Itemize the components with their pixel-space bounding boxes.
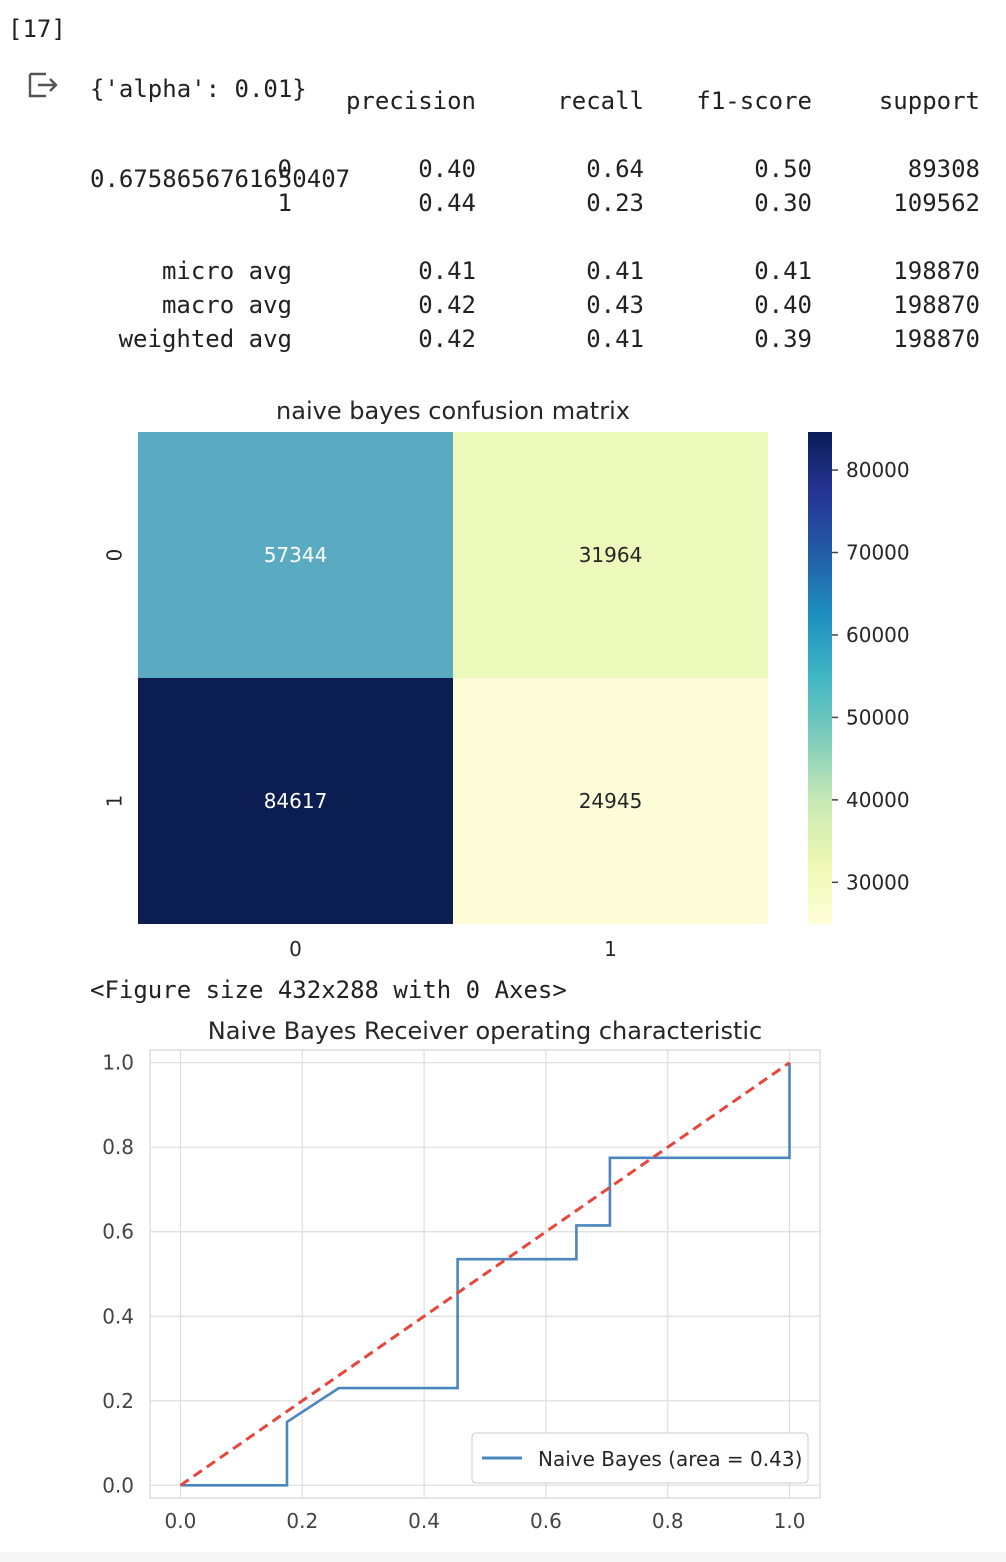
row-precision: 0.42	[418, 325, 476, 353]
heatmap-cell	[138, 432, 453, 678]
roc-y-tick-label: 0.6	[102, 1220, 134, 1244]
row-support: 198870	[893, 291, 980, 319]
roc-curve-chart: Naive Bayes Receiver operating character…	[102, 1017, 821, 1533]
classification-report: precision recall f1-score support 0 0.40…	[0, 84, 1006, 353]
heatmap-y-tick-label: 1	[103, 795, 127, 808]
roc-title: Naive Bayes Receiver operating character…	[208, 1017, 762, 1045]
roc-x-tick-label: 0.6	[530, 1509, 562, 1533]
legend-label: Naive Bayes (area = 0.43)	[538, 1447, 802, 1471]
roc-x-tick-label: 0.0	[165, 1509, 197, 1533]
row-precision: 0.40	[418, 155, 476, 183]
heatmap-cell-label: 31964	[579, 543, 643, 567]
figure-note: <Figure size 432x288 with 0 Axes>	[90, 976, 567, 1004]
row-precision: 0.44	[418, 189, 476, 217]
heatmap-cell	[138, 678, 453, 924]
roc-legend: Naive Bayes (area = 0.43)	[471, 1432, 809, 1484]
colorbar-tick-label: 80000	[846, 458, 910, 482]
row-recall: 0.41	[586, 325, 644, 353]
row-f1: 0.39	[754, 325, 812, 353]
report-header-row: precision recall f1-score support	[0, 84, 1006, 118]
row-label: 1	[277, 189, 292, 217]
roc-y-tick-label: 0.0	[102, 1473, 134, 1497]
header-support: support	[878, 87, 980, 115]
colorbar-tick-label: 50000	[846, 705, 910, 729]
row-f1: 0.30	[754, 189, 812, 217]
header-recall: recall	[557, 87, 644, 115]
row-f1: 0.41	[754, 257, 812, 285]
row-label: macro avg	[161, 291, 292, 319]
roc-y-tick-label: 0.2	[102, 1389, 134, 1413]
heatmap-cell	[453, 432, 768, 678]
colorbar-tick-label: 30000	[846, 870, 910, 894]
row-label: micro avg	[161, 257, 292, 285]
report-row: micro avg 0.41 0.41 0.41 198870	[0, 254, 1006, 288]
confusion-matrix-heatmap: naive bayes confusion matrix 57344 31964 8…	[103, 397, 910, 961]
chance-diagonal-line	[179, 1061, 791, 1487]
cell-output-text: {'alpha': 0.01} 0.6758656761650407	[90, 14, 350, 224]
row-support: 198870	[893, 325, 980, 353]
roc-x-tick-label: 0.2	[286, 1509, 318, 1533]
row-precision: 0.41	[418, 257, 476, 285]
row-f1: 0.40	[754, 291, 812, 319]
report-row: macro avg 0.42 0.43 0.40 198870	[0, 288, 1006, 322]
header-precision: precision	[345, 87, 476, 115]
row-support: 89308	[907, 155, 980, 183]
header-f1-score: f1-score	[696, 87, 812, 115]
row-recall: 0.64	[586, 155, 644, 183]
row-recall: 0.23	[586, 189, 644, 217]
output-footer	[0, 1552, 1006, 1562]
colorbar-tick-label: 40000	[846, 788, 910, 812]
colorbar-tick-label: 60000	[846, 623, 910, 647]
legend-box	[471, 1432, 809, 1484]
row-precision: 0.42	[418, 291, 476, 319]
heatmap-x-tick-label: 1	[604, 937, 617, 961]
heatmap-cell-label: 24945	[579, 789, 643, 813]
row-support: 198870	[893, 257, 980, 285]
roc-y-tick-label: 0.8	[102, 1135, 134, 1159]
report-row: weighted avg 0.42 0.41 0.39 198870	[0, 322, 1006, 356]
row-recall: 0.41	[586, 257, 644, 285]
roc-curve-line	[180, 1062, 791, 1487]
roc-y-tick-label: 0.4	[102, 1304, 134, 1328]
row-support: 109562	[893, 189, 980, 217]
report-row: 0 0.40 0.64 0.50 89308	[0, 152, 1006, 186]
heatmap-x-tick-label: 0	[289, 937, 302, 961]
heatmap-cell	[453, 678, 768, 924]
row-label: 0	[277, 155, 292, 183]
row-recall: 0.43	[586, 291, 644, 319]
params-line: {'alpha': 0.01}	[90, 75, 307, 103]
report-row: 1 0.44 0.23 0.30 109562	[0, 186, 1006, 220]
heatmap-title: naive bayes confusion matrix	[276, 397, 630, 425]
roc-y-tick-label: 1.0	[102, 1051, 134, 1075]
output-redirect-icon[interactable]	[26, 68, 60, 102]
colorbar	[808, 432, 832, 924]
execution-count: [17]	[8, 15, 66, 43]
row-label: weighted avg	[118, 325, 292, 353]
heatmap-cell-label: 57344	[264, 543, 328, 567]
roc-x-tick-label: 1.0	[774, 1509, 806, 1533]
row-f1: 0.50	[754, 155, 812, 183]
roc-x-tick-label: 0.8	[652, 1509, 684, 1533]
heatmap-y-tick-label: 0	[103, 549, 127, 562]
colorbar-tick-label: 70000	[846, 541, 910, 565]
score-line: 0.6758656761650407	[90, 165, 351, 193]
roc-x-tick-label: 0.4	[408, 1509, 440, 1533]
heatmap-cell-label: 84617	[264, 789, 328, 813]
